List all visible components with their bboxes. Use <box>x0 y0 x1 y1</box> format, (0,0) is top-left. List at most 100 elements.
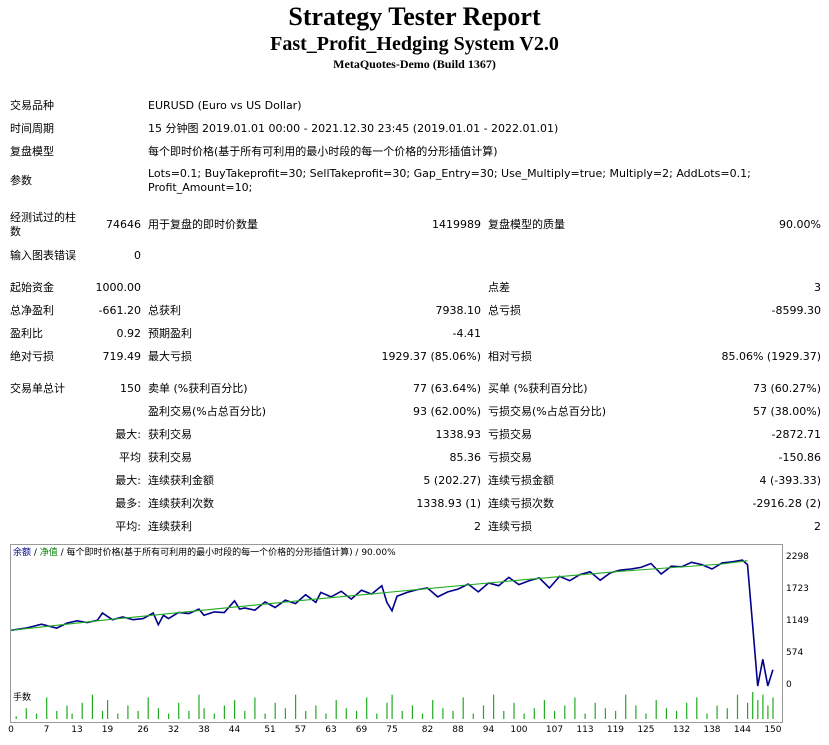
avg-consec-loss-value: 2 <box>814 520 821 533</box>
average-loss-label: 亏损交易 <box>488 451 532 464</box>
y-tick-label: 1149 <box>786 616 809 626</box>
relative-dd-value: 85.06% (1929.37) <box>721 350 821 363</box>
lots-bar <box>254 697 256 719</box>
lots-bar <box>71 713 73 719</box>
loss-trades-value: 57 (38.00%) <box>752 405 821 418</box>
lots-bar <box>295 694 297 719</box>
y-tick-label: 574 <box>786 648 804 659</box>
lots-bar <box>655 700 657 719</box>
lots-bar <box>203 708 205 719</box>
report-build: MetaQuotes-Demo (Build 1367) <box>333 57 496 71</box>
lots-bar <box>137 710 139 719</box>
x-tick-label: 88 <box>452 725 464 735</box>
lots-bar <box>767 705 769 719</box>
most-consec-prefix: 最多: <box>115 497 141 510</box>
deposit-value: 1000.00 <box>95 281 142 294</box>
x-tick-label: 19 <box>101 725 114 735</box>
x-tick-label: 94 <box>482 725 495 735</box>
most-consec-win-label: 连续获利次数 <box>148 497 214 510</box>
lots-bar <box>594 702 596 719</box>
lots-bar <box>325 713 327 719</box>
x-tick-label: 0 <box>8 725 14 735</box>
gross-profit-label: 总获利 <box>148 304 181 317</box>
x-tick-label: 107 <box>545 725 564 735</box>
period-value: 15 分钟图 2019.01.01 00:00 - 2021.12.30 23:… <box>148 122 559 135</box>
lots-bar <box>391 694 393 719</box>
lots-bar <box>503 710 505 719</box>
most-consec-loss-label: 连续亏损次数 <box>488 497 554 510</box>
lots-bar <box>274 702 276 719</box>
caption-rest: / 每个即时价格(基于所有可利用的最小时段的每一个价格的分形插值计算) / 90… <box>57 548 396 558</box>
lots-bar <box>615 710 617 719</box>
largest-win-label: 获利交易 <box>148 428 192 441</box>
balance-chart <box>10 559 774 719</box>
loss-trades-label: 亏损交易(%占总百分比) <box>488 405 607 418</box>
equity-line <box>10 560 748 631</box>
max-consec-loss-value: 4 (-393.33) <box>759 474 821 487</box>
lots-bar <box>188 710 190 719</box>
lots-bar <box>376 713 378 719</box>
max-dd-label: 最大亏损 <box>148 350 192 363</box>
x-tick-label: 63 <box>325 725 337 735</box>
max-consec-win-label: 连续获利金额 <box>148 474 214 487</box>
lots-bar <box>117 713 119 719</box>
lots-bar <box>213 713 215 719</box>
y-tick-label: 0 <box>786 680 792 690</box>
avg-consec-win-label: 连续获利 <box>148 520 192 533</box>
x-tick-label: 57 <box>294 725 307 735</box>
lots-bar <box>462 697 464 719</box>
lots-bar <box>665 708 667 719</box>
x-tick-label: 26 <box>137 725 149 735</box>
lots-bar <box>234 700 236 719</box>
model-label: 复盘模型 <box>10 145 54 158</box>
absolute-dd-value: 719.49 <box>102 350 142 363</box>
caption-equity: 净值 <box>39 548 58 558</box>
lots-bar <box>284 708 286 719</box>
deposit-label: 起始资金 <box>10 281 54 294</box>
average-loss-value: -150.86 <box>778 451 821 464</box>
lots-bar <box>432 700 434 719</box>
x-tick-label: 7 <box>43 725 50 735</box>
max-consec-loss-label: 连续亏损金额 <box>488 474 554 487</box>
lots-bar <box>696 697 698 719</box>
lots-bar <box>675 710 678 719</box>
lots-bar <box>411 705 413 719</box>
lots-bar <box>604 708 606 719</box>
lots-bar <box>726 708 728 719</box>
x-tick-label: 150 <box>764 725 782 735</box>
report-subtitle: Fast_Profit_Hedging System V2.0 <box>270 33 559 55</box>
x-tick-label: 132 <box>672 725 691 735</box>
lots-bar <box>706 713 708 719</box>
x-tick-label: 75 <box>386 725 398 735</box>
symbol-label: 交易品种 <box>10 99 54 112</box>
x-tick-label: 44 <box>228 725 241 735</box>
long-trades-value: 73 (60.27%) <box>752 382 821 395</box>
caption-sep: / <box>31 548 40 558</box>
lots-bar <box>198 694 200 719</box>
spread-label: 点差 <box>488 281 510 294</box>
lots-bar <box>46 697 48 719</box>
lots-bar <box>223 705 225 719</box>
win-trades-label: 盈利交易(%占总百分比) <box>148 405 267 418</box>
lots-bar <box>736 694 739 719</box>
lots-bar <box>752 692 754 719</box>
x-tick-label: 125 <box>637 725 655 735</box>
errors-value: 0 <box>134 249 141 262</box>
lots-bar <box>107 700 109 719</box>
report-title: Strategy Tester Report <box>288 2 541 31</box>
short-trades-label: 卖单 (%获利百分比) <box>148 382 248 395</box>
lots-bar <box>757 700 759 719</box>
profit-factor-label: 盈利比 <box>10 327 43 340</box>
lots-bar <box>345 708 347 719</box>
lots-bar <box>686 702 688 719</box>
lots-bar <box>81 702 83 719</box>
chart-caption: 余额 / 净值 / 每个即时价格(基于所有可利用的最小时段的每一个价格的分形插值… <box>13 545 396 558</box>
x-tick-label: 100 <box>510 725 528 735</box>
absolute-dd-label: 绝对亏损 <box>10 350 54 363</box>
spread-value: 3 <box>814 281 821 294</box>
lots-bar <box>574 697 576 719</box>
largest-win-value: 1338.93 <box>435 428 482 441</box>
lots-bar <box>716 705 718 719</box>
max-consec-win-value: 5 (202.27) <box>423 474 481 487</box>
long-trades-label: 买单 (%获利百分比) <box>488 382 588 395</box>
